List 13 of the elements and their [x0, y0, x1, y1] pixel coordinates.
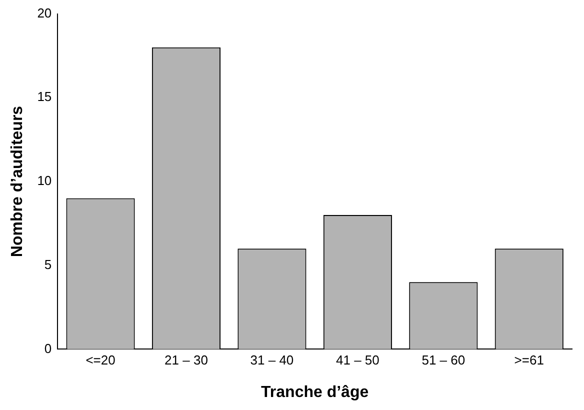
y-tick-label: 15 — [37, 89, 52, 104]
y-tick-label: 0 — [44, 340, 52, 356]
x-tick-label: <=20 — [86, 352, 116, 368]
x-tick-label: 51 – 60 — [422, 352, 466, 368]
y-tick-label: 20 — [37, 5, 52, 20]
y-tick-label: 10 — [37, 173, 52, 188]
x-tick-label: 21 – 30 — [164, 352, 208, 368]
x-tick-label: 41 – 50 — [336, 352, 380, 368]
y-axis-title: Nombre d’auditeurs — [9, 106, 26, 258]
x-tick-label: >=61 — [514, 352, 544, 368]
y-tick-label: 5 — [44, 256, 52, 272]
x-axis-title: Tranche d’âge — [261, 384, 369, 401]
x-tick-label: 31 – 40 — [250, 352, 294, 368]
